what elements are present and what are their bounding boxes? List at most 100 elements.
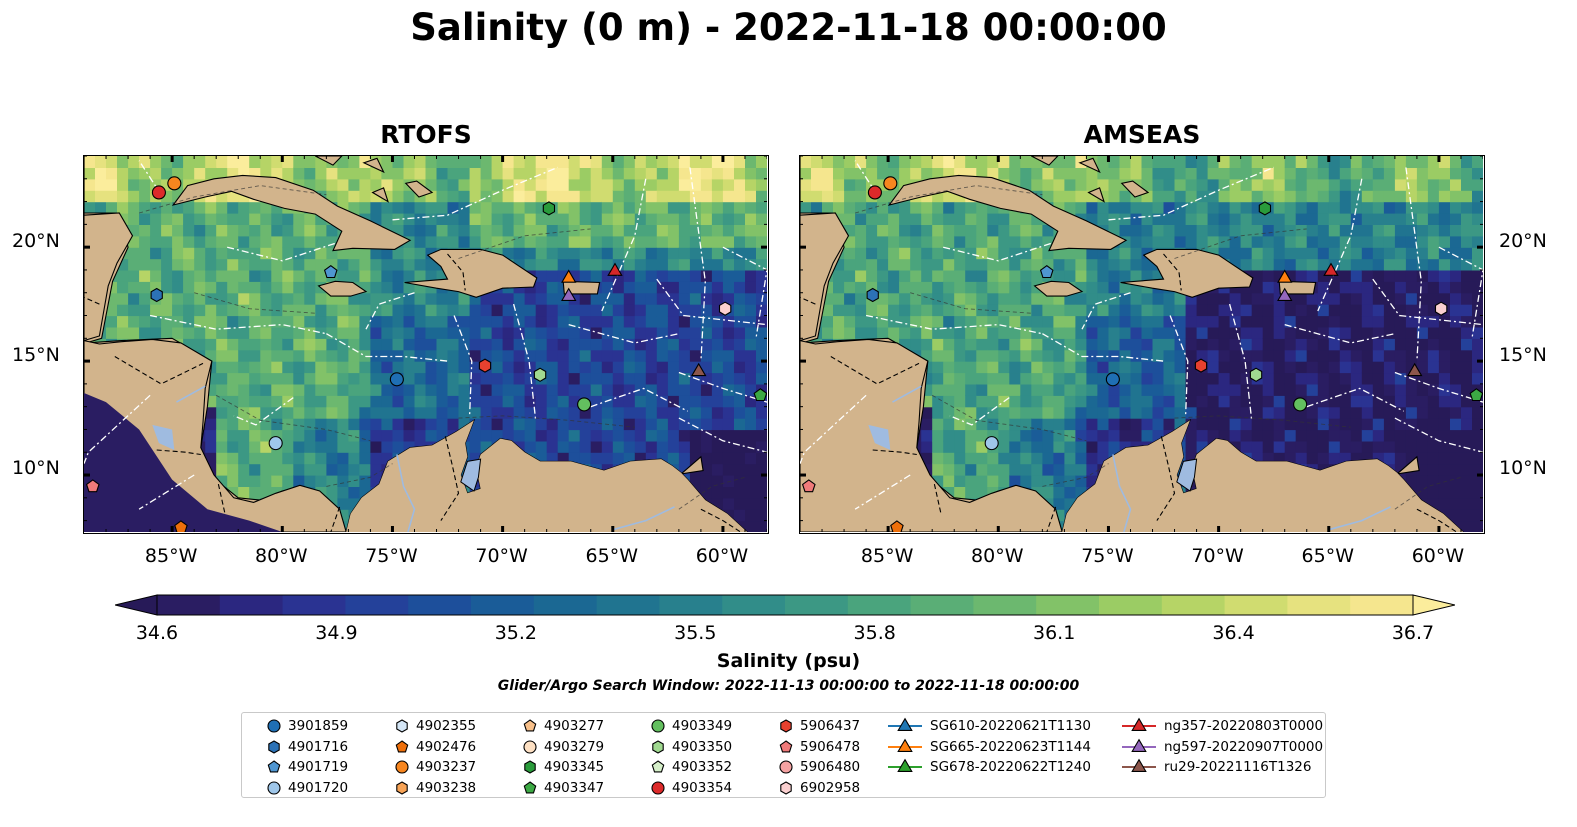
land-bahamas3 <box>404 180 434 198</box>
lat-tick-label-right-10: 10°N <box>1499 457 1547 479</box>
country-borders <box>84 253 741 532</box>
legend-shape <box>524 760 536 774</box>
rivers <box>176 385 675 532</box>
border-line <box>800 296 816 305</box>
eez-line <box>1394 371 1483 403</box>
land-jamaica <box>1033 280 1084 297</box>
eez-line <box>1081 292 1131 330</box>
legend-shape <box>780 719 792 733</box>
legend-label: SG665-20220623T1144 <box>930 738 1091 755</box>
marker-4903345 <box>1258 201 1272 216</box>
legend-shape <box>651 780 665 795</box>
border-line <box>440 436 460 521</box>
triangle-marker-icon <box>888 738 922 752</box>
bathymetry-line <box>458 415 635 428</box>
frame-ticks <box>84 156 767 532</box>
circle-marker-icon <box>651 719 665 733</box>
legend-shape <box>396 780 408 795</box>
legend-shape <box>651 760 665 773</box>
lon-tick-label: 75°W <box>1081 545 1134 567</box>
frame-ticks <box>800 156 1483 532</box>
legend-triangle <box>1131 717 1147 731</box>
colorbar-frame <box>156 594 1414 616</box>
legend-label: 5906478 <box>800 738 861 755</box>
legend-shape <box>780 780 792 795</box>
map-title-amseas: AMSEAS <box>1083 120 1201 149</box>
triangle-marker-icon <box>1122 758 1156 772</box>
colorbar-over-extension <box>1412 594 1456 616</box>
triangle-marker-icon <box>1122 738 1156 752</box>
legend-label: 4903238 <box>416 779 477 796</box>
eez-line <box>149 314 327 335</box>
colorbar-tick-label: 36.1 <box>1032 622 1076 644</box>
marker-hexagon <box>866 287 879 303</box>
legend-label: ng357-20220803T0000 <box>1164 718 1324 734</box>
colorbar-segment <box>785 595 849 615</box>
legend-label: 5906437 <box>800 718 861 734</box>
land-hispaniola <box>1120 248 1254 298</box>
marker-pentagon <box>1039 265 1054 279</box>
marker-4903345 <box>542 201 556 216</box>
colorbar-segment <box>1036 595 1100 615</box>
eez-line <box>326 333 448 362</box>
eez-line <box>392 166 558 221</box>
eez-line <box>800 394 867 464</box>
land-bahamas4 <box>371 187 389 203</box>
land-honduras <box>800 338 1063 532</box>
legend-label: 4903347 <box>544 779 605 796</box>
eez-line <box>601 178 647 312</box>
river-line <box>612 506 675 531</box>
colorbar-tick-label: 35.5 <box>674 622 717 644</box>
lake-nicaragua <box>868 424 891 450</box>
marker-4903237 <box>167 176 182 191</box>
colorbar-under-extension <box>114 594 158 616</box>
legend-label: 3901859 <box>288 718 349 734</box>
marker-4903237 <box>883 176 898 191</box>
border-line <box>84 296 100 305</box>
eez-line <box>678 371 767 403</box>
legend-label: 4903277 <box>544 718 605 734</box>
bathymetry-line <box>215 394 371 442</box>
amseas-map <box>800 156 1483 532</box>
legend-label: 6902958 <box>800 779 861 796</box>
colorbar-segment <box>1161 595 1226 615</box>
land-bahamas4 <box>1087 187 1105 203</box>
colorbar-tick-label: 35.2 <box>494 622 537 644</box>
bathymetry-line <box>931 394 1087 442</box>
border-line <box>217 483 226 514</box>
legend-shape <box>523 780 537 793</box>
triangle-marker-icon <box>888 758 922 772</box>
lake-maracaibo <box>1176 458 1198 492</box>
lat-tick-label-left-20: 20°N <box>12 230 60 252</box>
land-puerto-rico <box>562 280 601 295</box>
search-window-text: Glider/Argo Search Window: 2022-11-13 00… <box>497 678 1080 694</box>
legend-label: SG610-20220621T1130 <box>930 718 1091 734</box>
eez-line <box>678 417 767 453</box>
eez-line <box>233 397 294 426</box>
border-line <box>872 449 917 456</box>
land-jamaica <box>317 280 368 297</box>
legend-label: SG678-20220622T1240 <box>930 759 1091 775</box>
circle-marker-icon <box>779 760 793 774</box>
river-line <box>892 385 922 403</box>
legend-shape <box>779 760 793 774</box>
colorbar-segment <box>1099 595 1163 615</box>
colorbar-tick-label: 34.6 <box>135 622 179 644</box>
land-bahamas3 <box>1120 180 1150 198</box>
eez-line <box>1372 278 1483 326</box>
border-line <box>1046 506 1057 532</box>
bathymetry-line <box>910 292 1032 314</box>
colorbar-segment <box>345 595 409 615</box>
border-line <box>447 253 466 291</box>
colorbar-segment <box>847 595 912 615</box>
circle-marker-icon <box>267 780 281 795</box>
lat-tick-label-right-20: 20°N <box>1499 230 1547 252</box>
land-trinidad <box>1395 455 1420 475</box>
float-markers <box>85 176 767 532</box>
bathymetry-line <box>194 292 316 314</box>
marker-4903349 <box>577 397 592 412</box>
bathymetry-line <box>1042 463 1109 487</box>
map-title-rtofs: RTOFS <box>380 120 472 149</box>
river-line <box>176 385 206 403</box>
legend-shape <box>395 739 409 752</box>
